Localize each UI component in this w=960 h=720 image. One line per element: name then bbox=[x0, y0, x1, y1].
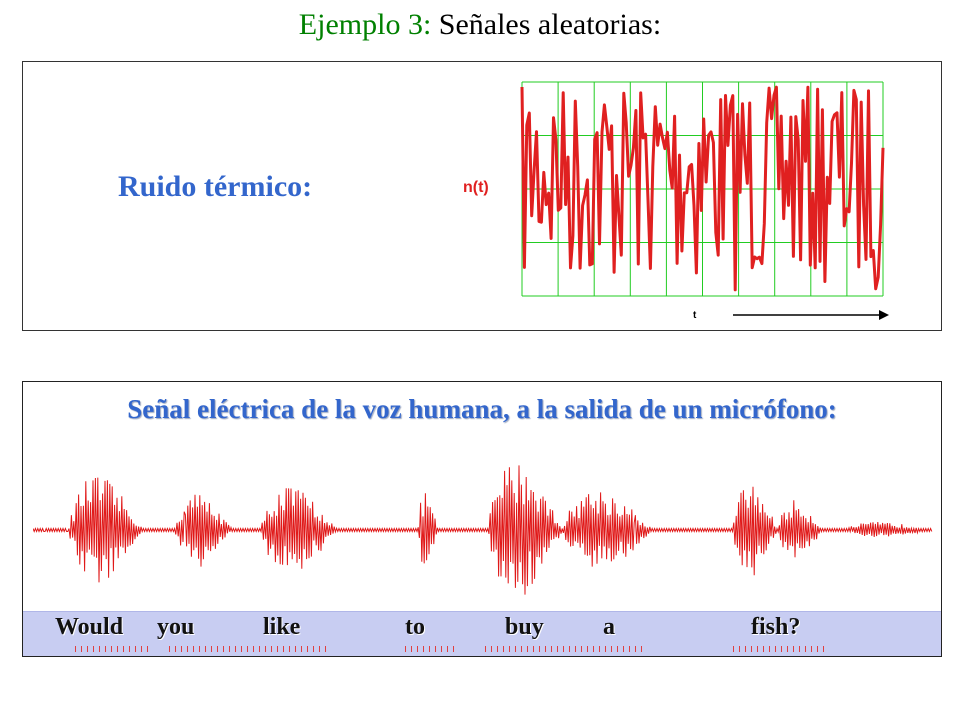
thermal-noise-panel: Ruido térmico: n(t) t bbox=[22, 61, 942, 331]
noise-plot bbox=[520, 81, 885, 297]
noise-signal-line bbox=[520, 85, 885, 292]
word-ticks bbox=[169, 646, 329, 652]
noise-x-axis-label: t bbox=[693, 310, 697, 321]
word-a: a bbox=[603, 614, 615, 640]
noise-y-axis-label: n(t) bbox=[463, 179, 489, 196]
time-arrow-icon bbox=[733, 310, 889, 320]
word-fish: fish? bbox=[751, 614, 801, 640]
word-you: you bbox=[157, 614, 195, 640]
word-ticks bbox=[405, 646, 455, 652]
word-to: to bbox=[405, 614, 425, 640]
title-prefix: Ejemplo 3: bbox=[298, 8, 432, 41]
voice-signal-panel: Señal eléctrica de la voz humana, a la s… bbox=[22, 381, 942, 657]
word-ticks bbox=[75, 646, 149, 652]
word-ticks bbox=[733, 646, 829, 652]
voice-panel-title: Señal eléctrica de la voz humana, a la s… bbox=[127, 394, 837, 424]
voice-waveform-line bbox=[33, 465, 933, 595]
thermal-noise-label: Ruido térmico: bbox=[118, 170, 313, 203]
voice-waveform bbox=[33, 465, 933, 595]
title-text: Señales aleatorias: bbox=[438, 8, 662, 41]
word-would: Would bbox=[55, 614, 124, 640]
slide-title: Ejemplo 3: Señales aleatorias: bbox=[0, 8, 960, 42]
word-band: Would you like to buy a fish? bbox=[23, 611, 941, 656]
word-ticks bbox=[485, 646, 645, 652]
word-like: like bbox=[263, 614, 301, 640]
word-buy: buy bbox=[505, 614, 544, 640]
